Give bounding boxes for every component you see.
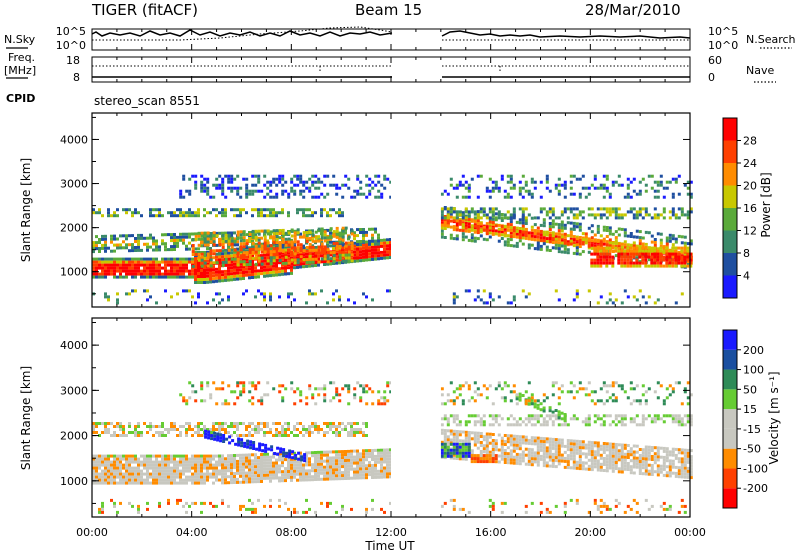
velocity-colorbar-tick: -200 <box>743 482 768 495</box>
power-colorbar-swatch <box>723 275 737 298</box>
nsearch-label: N.Search <box>746 33 796 46</box>
noise-tick-right-top: 10^5 <box>708 25 738 38</box>
power-colorbar-swatch <box>723 163 737 186</box>
nave-tick-bottom: 0 <box>708 71 715 84</box>
velocity-ytick-label: 4000 <box>60 339 88 352</box>
cpid-label: CPID <box>6 92 35 105</box>
power-ytick-label: 4000 <box>60 133 88 146</box>
xtick-label: 04:00 <box>176 526 208 539</box>
velocity-colorbar-tick: 50 <box>743 383 757 396</box>
power-data-gap <box>391 113 441 307</box>
velocity-colorbar-tick: 200 <box>743 344 764 357</box>
station-title: TIGER (fitACF) <box>91 1 198 19</box>
power-colorbar-tick: 20 <box>743 180 757 193</box>
nsky-label: N.Sky <box>4 33 36 46</box>
power-colorbar-tick: 16 <box>743 202 757 215</box>
power-colorbar-tick: 12 <box>743 225 757 238</box>
velocity-colorbar-tick: -15 <box>743 423 761 436</box>
velocity-colorbar-swatch <box>723 488 737 508</box>
power-ylabel: Slant Range [km] <box>19 158 33 262</box>
velocity-data-gap <box>391 318 441 517</box>
beam-title: Beam 15 <box>355 1 422 19</box>
freq-tick-top: 18 <box>66 54 80 67</box>
velocity-ytick-label: 3000 <box>60 384 88 397</box>
power-heatmap <box>92 174 693 305</box>
velocity-colorbar-tick: 100 <box>743 364 764 377</box>
power-colorbar-swatch <box>723 185 737 208</box>
freq-label-2: [MHz] <box>4 64 36 77</box>
velocity-colorbar-tick: -50 <box>743 443 761 456</box>
velocity-colorbar-label: Velocity [m s⁻¹] <box>767 371 781 464</box>
velocity-ylabel: Slant Range [km] <box>19 366 33 470</box>
xtick-label: 20:00 <box>574 526 606 539</box>
freq-strip: Freq. [MHz] Nave 18 8 60 0 <box>4 51 776 84</box>
noise-tick-left-bottom: 10^0 <box>56 39 86 52</box>
xtick-label: 12:00 <box>375 526 407 539</box>
velocity-colorbar-swatch <box>723 330 737 350</box>
velocity-colorbar-swatch <box>723 349 737 370</box>
nave-label: Nave <box>746 64 774 77</box>
cpid-value: stereo_scan 8551 <box>94 94 200 108</box>
power-ytick-label: 2000 <box>60 222 88 235</box>
xtick-label: 00:00 <box>76 526 108 539</box>
xtick-label: 08:00 <box>275 526 307 539</box>
velocity-colorbar-swatch <box>723 389 737 410</box>
power-colorbar-tick: 28 <box>743 135 757 148</box>
velocity-xlabel: Time UT <box>364 539 415 553</box>
nsearch-line-a <box>92 26 393 41</box>
velocity-colorbar-swatch <box>723 409 737 429</box>
nsky-line-b <box>441 30 691 39</box>
power-colorbar-swatch <box>723 140 737 163</box>
date-title: 28/Mar/2010 <box>585 1 681 19</box>
power-colorbar-tick: 8 <box>743 247 750 260</box>
power-colorbar-tick: 24 <box>743 157 757 170</box>
velocity-heatmap <box>92 381 693 514</box>
velocity-ytick-label: 1000 <box>60 475 88 488</box>
nave-tick-top: 60 <box>708 54 722 67</box>
velocity-colorbar-swatch <box>723 428 737 449</box>
velocity-colorbar-tick: -100 <box>743 462 768 475</box>
noise-tick-right-bottom: 10^0 <box>708 39 738 52</box>
freq-tick-bottom: 8 <box>73 71 80 84</box>
noise-tick-left-top: 10^5 <box>56 25 86 38</box>
noise-strip: N.Sky N.Search 10^5 10^0 10^5 10^0 <box>4 25 796 52</box>
power-colorbar-swatch <box>723 118 737 141</box>
power-ytick-label: 1000 <box>60 266 88 279</box>
power-colorbar-tick: 4 <box>743 270 750 283</box>
power-ytick-label: 3000 <box>60 178 88 191</box>
freq-label-1: Freq. <box>8 51 35 64</box>
power-colorbar-swatch <box>723 230 737 253</box>
velocity-colorbar-swatch <box>723 468 737 489</box>
velocity-colorbar-swatch <box>723 448 737 469</box>
nsky-line-a <box>91 29 393 37</box>
velocity-ytick-label: 2000 <box>60 430 88 443</box>
xtick-label: 00:00 <box>674 526 706 539</box>
velocity-colorbar-swatch <box>723 369 737 390</box>
power-colorbar-label: Power [dB] <box>759 172 773 237</box>
velocity-colorbar-tick: 15 <box>743 403 757 416</box>
power-colorbar-swatch <box>723 208 737 231</box>
power-colorbar-swatch <box>723 253 737 276</box>
xtick-label: 16:00 <box>475 526 507 539</box>
